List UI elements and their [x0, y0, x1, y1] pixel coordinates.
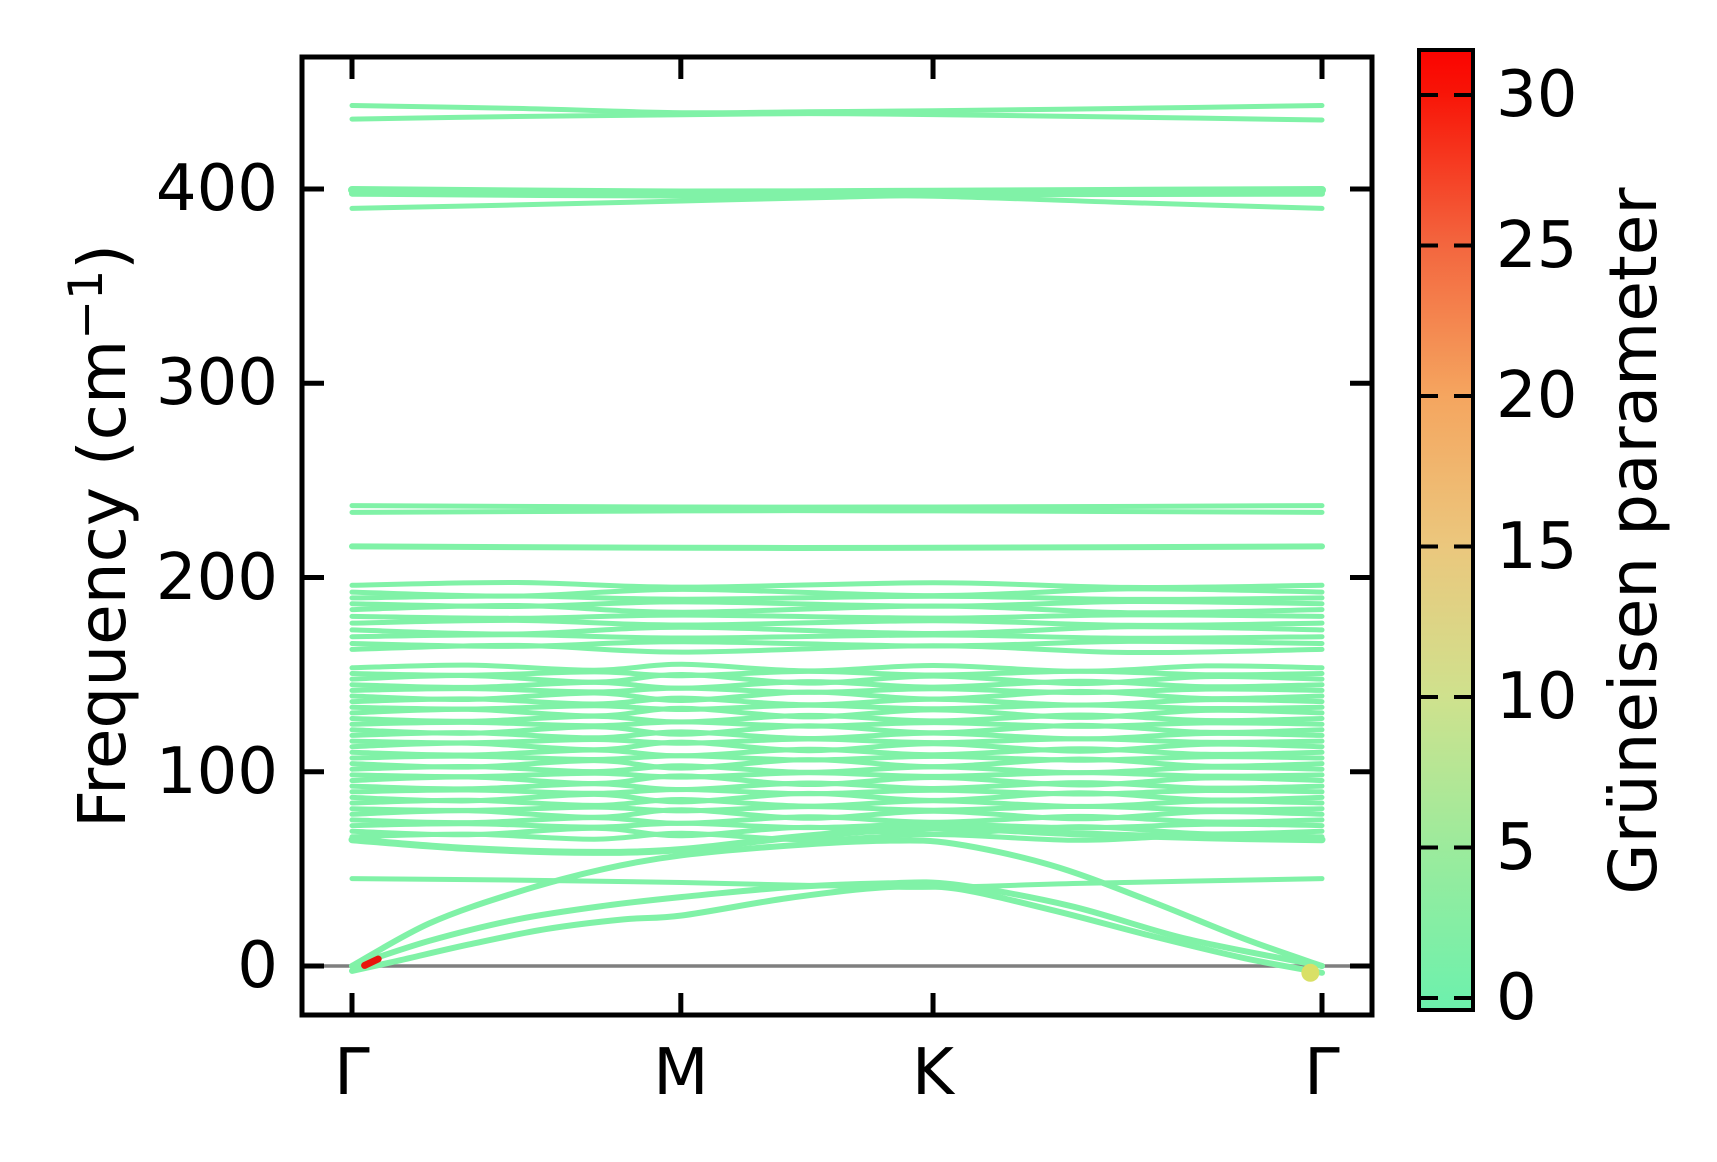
phonon-band-acoustic-LA [349, 837, 1325, 969]
phonon-band-cluster-line [349, 746, 1325, 759]
colorbar-tick-label-20: 20 [1496, 359, 1578, 433]
phonon-band-acoustic-TA [349, 879, 1325, 969]
gruneisen-highlight-red-segment [361, 955, 382, 969]
phonon-band-cluster-line [349, 770, 1325, 780]
x-tick-label-2-K: K [912, 1036, 954, 1110]
phonon-band-cluster-line [349, 668, 1325, 679]
phonon-band-cluster-line [349, 702, 1325, 713]
phonon-band-cluster-line [349, 632, 1325, 641]
phonon-band-cluster-line [349, 602, 1325, 616]
phonon-band-cluster-line [349, 803, 1325, 814]
phonon-band-acoustic-ZA [349, 882, 1325, 976]
colorbar-tick-label-15: 15 [1496, 509, 1578, 584]
colorbar-tick-label-5: 5 [1496, 810, 1537, 885]
colorbar-title: Grüneisen parameter [1595, 187, 1672, 894]
phonon-band-optical-216 [349, 543, 1325, 551]
colorbar-tick-label-25: 25 [1496, 208, 1578, 283]
gruneisen-highlight-yellow-dot [1301, 963, 1320, 982]
colorbar-border [1417, 48, 1475, 1012]
y-tick-label-0: 0 [237, 929, 278, 1003]
phonon-band-optical-399b [349, 190, 1325, 199]
colorbar-tick-label-30: 30 [1496, 58, 1578, 132]
phonon-band-cluster-line [349, 642, 1325, 656]
x-tick-label-3-Γ: Γ [1304, 1036, 1340, 1110]
y-axis-title-suffix: ) [64, 243, 141, 270]
phonon-band-optical-436 [349, 111, 1325, 123]
phonon-band-optical-237 [349, 503, 1325, 510]
y-tick-label-100: 100 [155, 734, 278, 809]
phonon-band-cluster-line [349, 780, 1325, 793]
colorbar-title-text: Grüneisen parameter [1595, 187, 1672, 895]
phonon-band-cluster-line [349, 722, 1325, 737]
phonon-band-cluster-line [349, 830, 1325, 843]
phonon-band-cluster-line [349, 813, 1325, 826]
phonon-band-cluster-line [349, 824, 1325, 839]
frequency-unit-superscript: −1 [59, 269, 114, 340]
phonon-band-cluster-line [349, 712, 1325, 725]
phonon-band-cluster-line [349, 593, 1325, 602]
colorbar-tick-label-10: 10 [1496, 660, 1578, 734]
x-tick-label-0-Γ: Γ [334, 1036, 370, 1110]
phonon-band-cluster-line [349, 612, 1325, 621]
colorbar-gradient [1419, 50, 1473, 1010]
phonon-band-cluster-line [349, 678, 1325, 691]
y-tick-label-300: 300 [155, 346, 278, 421]
y-tick-label-400: 400 [155, 152, 278, 226]
phonon-band-cluster-line [349, 790, 1325, 805]
plot-spines [299, 54, 1375, 1018]
y-tick-label-200: 200 [155, 540, 278, 615]
colorbar-tick-label-0: 0 [1496, 961, 1537, 1035]
phonon-band-cluster-line [349, 688, 1325, 704]
phonon-band-cluster-line [349, 736, 1325, 746]
x-tick-label-1-M: M [653, 1036, 709, 1110]
phonon-band-optical-234 [349, 508, 1325, 515]
phonon-band-cluster-line [349, 756, 1325, 771]
phonon-band-optical-390 [349, 193, 1325, 211]
